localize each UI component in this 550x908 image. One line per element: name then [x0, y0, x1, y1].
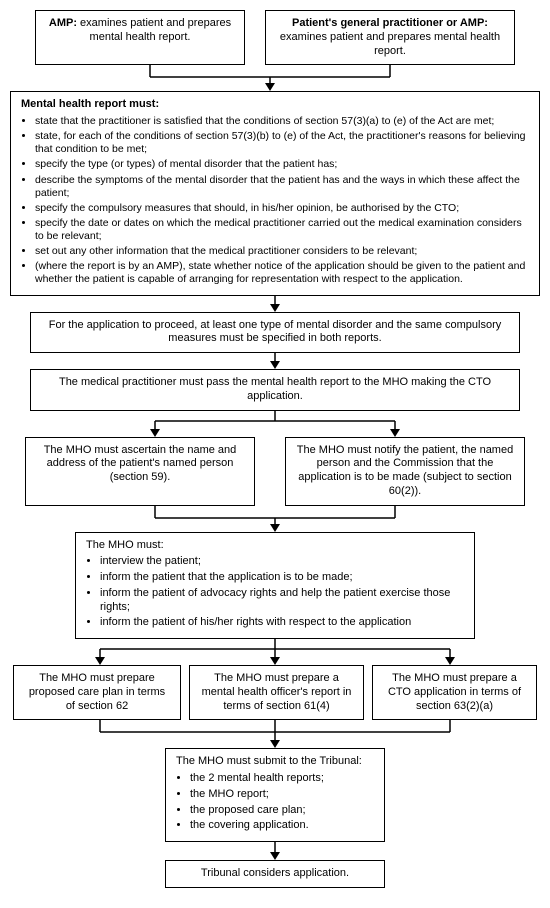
pass-text: The medical practitioner must pass the m… [59, 376, 491, 402]
arrow-merge-2 [10, 506, 540, 532]
submit-item: the 2 mental health reports; [190, 772, 374, 786]
box-notify: The MHO must notify the patient, the nam… [285, 437, 525, 506]
submit-item: the MHO report; [190, 788, 374, 802]
row-split1: The MHO must ascertain the name and addr… [10, 437, 540, 506]
box-submit: The MHO must submit to the Tribunal: the… [165, 748, 385, 842]
gp-title: Patient's general practitioner or AMP: [276, 17, 504, 31]
report-item: specify the date or dates on which the m… [35, 217, 529, 243]
box-report-must: Mental health report must: state that th… [10, 91, 540, 295]
top-row: AMP: examines patient and prepares menta… [10, 10, 540, 65]
proceed-text: For the application to proceed, at least… [49, 319, 501, 345]
three-c: The MHO must prepare a CTO application i… [388, 672, 521, 712]
gp-text: examines patient and prepares mental hea… [276, 31, 504, 59]
final-text: Tribunal considers application. [201, 867, 349, 879]
notify-text: The MHO must notify the patient, the nam… [297, 444, 513, 497]
box-prepare-cto-app: The MHO must prepare a CTO application i… [372, 665, 537, 720]
arrow-split-3 [10, 639, 540, 665]
box-ascertain: The MHO must ascertain the name and addr… [25, 437, 255, 506]
arrow-merge-3 [10, 720, 540, 748]
arrow-final [10, 842, 540, 860]
box-proceed: For the application to proceed, at least… [30, 312, 520, 354]
amp-text: examines patient and prepares mental hea… [77, 17, 231, 43]
mho-must-item: inform the patient of advocacy rights an… [100, 587, 464, 615]
report-title: Mental health report must: [21, 98, 529, 112]
mho-must-item: inform the patient of his/her rights wit… [100, 616, 464, 630]
three-a: The MHO must prepare proposed care plan … [29, 672, 165, 712]
box-amp: AMP: examines patient and prepares menta… [35, 10, 245, 65]
report-item: describe the symptoms of the mental diso… [35, 174, 529, 200]
amp-title: AMP: [49, 17, 77, 29]
ascertain-text: The MHO must ascertain the name and addr… [44, 444, 237, 484]
box-prepare-care-plan: The MHO must prepare proposed care plan … [13, 665, 181, 720]
arrow-1 [10, 296, 540, 312]
report-item: specify the compulsory measures that sho… [35, 202, 529, 215]
report-item: state, for each of the conditions of sec… [35, 130, 529, 156]
arrow-split-2 [10, 411, 540, 437]
mho-must-item: interview the patient; [100, 555, 464, 569]
box-pass: The medical practitioner must pass the m… [30, 369, 520, 411]
box-gp: Patient's general practitioner or AMP: e… [265, 10, 515, 65]
mho-must-bullets: interview the patient; inform the patien… [86, 555, 464, 630]
submit-item: the covering application. [190, 819, 374, 833]
report-item: specify the type (or types) of mental di… [35, 158, 529, 171]
report-item: (where the report is by an AMP), state w… [35, 260, 529, 286]
arrow-top-merge [10, 65, 540, 91]
submit-item: the proposed care plan; [190, 804, 374, 818]
three-b: The MHO must prepare a mental health off… [202, 672, 352, 712]
mho-must-item: inform the patient that the application … [100, 571, 464, 585]
box-mho-must: The MHO must: interview the patient; inf… [75, 532, 475, 640]
submit-bullets: the 2 mental health reports; the MHO rep… [176, 772, 374, 833]
report-item: state that the practitioner is satisfied… [35, 115, 529, 128]
submit-title: The MHO must submit to the Tribunal: [176, 755, 374, 769]
row-three: The MHO must prepare proposed care plan … [10, 665, 540, 720]
report-item: set out any other information that the m… [35, 245, 529, 258]
arrow-2 [10, 353, 540, 369]
box-prepare-mho-report: The MHO must prepare a mental health off… [189, 665, 364, 720]
box-final: Tribunal considers application. [165, 860, 385, 888]
report-bullets: state that the practitioner is satisfied… [21, 115, 529, 287]
mho-must-title: The MHO must: [86, 539, 464, 553]
